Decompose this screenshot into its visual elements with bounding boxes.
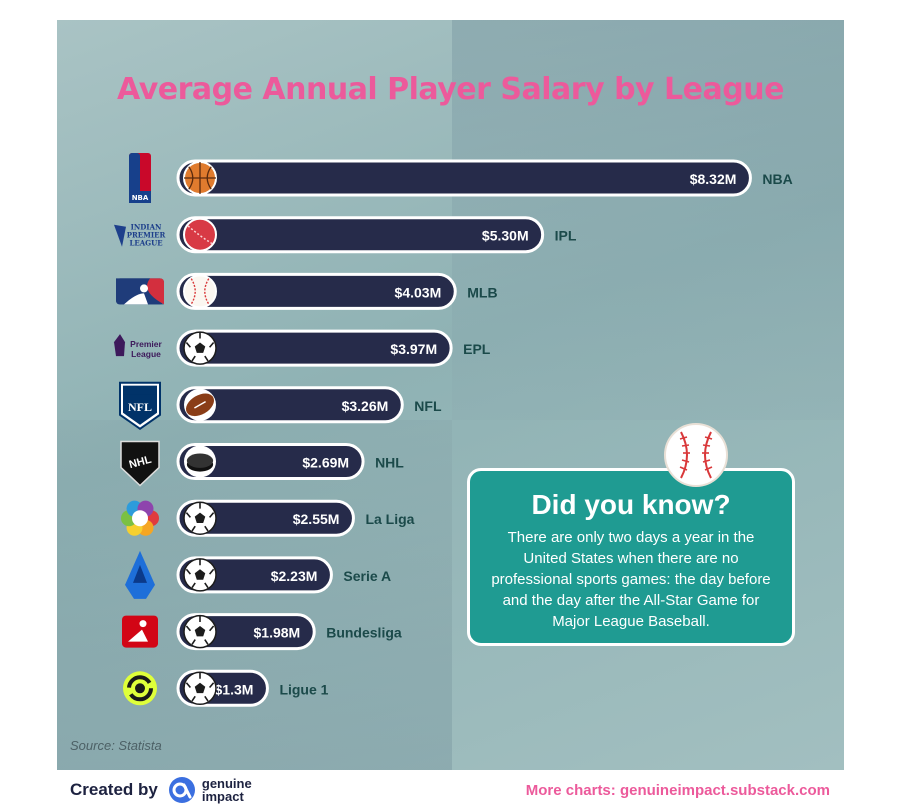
- bar-row-serie-a: $2.23M Serie A: [125, 550, 391, 599]
- bar-value-label: $2.55M: [293, 511, 340, 527]
- bundesliga-logo-icon: [122, 615, 158, 648]
- bar: [176, 159, 752, 197]
- bar: [176, 386, 404, 424]
- fact-body: There are only two days a year in the Un…: [491, 529, 771, 630]
- nhl-logo-icon: NHL: [120, 440, 160, 487]
- bar-category-label: IPL: [555, 228, 577, 244]
- bar-value-label: $2.23M: [271, 568, 318, 584]
- svg-text:PREMIER: PREMIER: [127, 231, 166, 240]
- hockey-puck-icon: [184, 445, 216, 478]
- la-liga-logo-icon: [121, 500, 159, 536]
- bar-value-label: $8.32M: [690, 171, 737, 187]
- svg-text:League: League: [131, 349, 161, 359]
- more-charts-link[interactable]: More charts: genuineimpact.substack.com: [525, 782, 830, 799]
- svg-text:NFL: NFL: [128, 400, 152, 414]
- bar-value-label: $3.97M: [390, 341, 437, 357]
- chart-title: Average Annual Player Salary by League: [117, 72, 784, 107]
- bar-row-bundesliga: $1.98M Bundesliga: [122, 613, 402, 651]
- football-icon: [184, 388, 216, 421]
- fact-title: Did you know?: [531, 489, 731, 520]
- svg-text:NBA: NBA: [132, 194, 149, 202]
- genuine-impact-logo-icon: [168, 777, 195, 803]
- ligue-1-logo-icon: [123, 671, 157, 706]
- bar-value-label: $1.3M: [215, 681, 254, 697]
- bar-value-label: $2.69M: [302, 455, 349, 471]
- bar: [176, 556, 333, 594]
- bar-value-label: $1.98M: [254, 625, 301, 641]
- baseball-icon: [183, 274, 217, 309]
- soccer-ball-icon: [183, 671, 217, 706]
- bar: [176, 443, 365, 480]
- bar-value-label: $3.26M: [342, 398, 389, 414]
- nfl-logo-icon: NFL: [119, 381, 161, 431]
- bar-row-ligue-1: $1.3M Ligue 1: [123, 669, 329, 707]
- created-by-label: Created by: [70, 780, 158, 799]
- bar-category-label: MLB: [467, 284, 497, 300]
- bar-category-label: EPL: [463, 341, 491, 357]
- bar: [176, 329, 453, 367]
- svg-text:LEAGUE: LEAGUE: [129, 239, 162, 248]
- nba-logo-icon: NBA: [129, 153, 151, 203]
- mlb-logo-icon: [116, 278, 164, 305]
- bar-category-label: NFL: [414, 398, 442, 414]
- soccer-ball-icon: [183, 558, 217, 592]
- bar: [176, 499, 355, 537]
- bar-row-nhl: $2.69M NHL NHL: [120, 440, 404, 487]
- svg-text:Premier: Premier: [130, 339, 162, 349]
- basketball-icon: [183, 161, 217, 195]
- bar-value-label: $5.30M: [482, 228, 529, 244]
- bar-category-label: Bundesliga: [326, 625, 402, 641]
- cricket-ball-icon: [183, 217, 217, 252]
- serie-a-logo-icon: [125, 550, 155, 599]
- bar: [176, 216, 545, 254]
- svg-text:INDIAN: INDIAN: [131, 223, 162, 232]
- soccer-ball-icon: [183, 331, 217, 365]
- svg-text:NHL: NHL: [128, 454, 153, 472]
- brand-name: genuine impact: [201, 776, 252, 804]
- footer-credit: Created by genuine impact: [70, 776, 272, 804]
- bar-value-label: $4.03M: [395, 284, 442, 300]
- bar-row-nfl: $3.26M NFL NFL: [119, 381, 442, 431]
- bar-category-label: NHL: [375, 455, 404, 471]
- bar-category-label: Ligue 1: [279, 681, 328, 697]
- baseball-icon: [664, 423, 728, 487]
- soccer-ball-icon: [183, 501, 217, 535]
- bar: [176, 272, 457, 310]
- bar-row-nba: $8.32M NBA NBA: [129, 153, 793, 203]
- bar-category-label: Serie A: [343, 568, 391, 584]
- soccer-ball-icon: [183, 614, 217, 649]
- source-note: Source: Statista: [70, 738, 162, 753]
- bar-row-mlb: $4.03M MLB: [116, 272, 498, 310]
- did-you-know-box: Did you know? There are only two days a …: [467, 468, 795, 646]
- bar-category-label: NBA: [762, 171, 792, 187]
- bar-category-label: La Liga: [365, 511, 414, 527]
- bar-row-la-liga: $2.55M La Liga: [121, 499, 415, 537]
